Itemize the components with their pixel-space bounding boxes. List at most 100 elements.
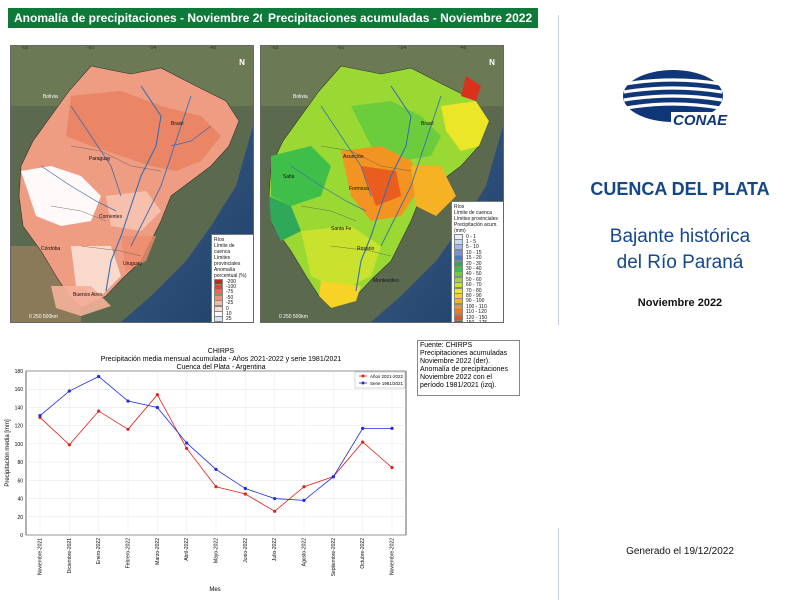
legend-item-label: 80 - 90 — [466, 293, 482, 299]
x-tick-label: Mayo-2022 — [214, 538, 220, 563]
legend-item-label: -25 — [226, 300, 234, 307]
data-point — [67, 443, 71, 447]
x-tick-label: Noviembre-2021 — [38, 538, 44, 575]
y-tick-label: 120 — [15, 424, 24, 430]
city-label: Brasil — [171, 121, 184, 127]
chart-subtitle-2: Cuenca del Plata - Argentina — [176, 364, 265, 371]
lon-tick: -60 — [87, 45, 95, 51]
scale-bar-label: 0 250 500km — [29, 314, 58, 320]
report-date: Noviembre 2022 — [637, 297, 723, 309]
legend-scale-title: Precipitación acum. (mm) — [454, 222, 498, 234]
divider-bottom — [558, 528, 559, 600]
city-label: Bolivia — [43, 94, 58, 100]
legend-item-label: 90 - 100 — [466, 298, 485, 305]
legend-item: 25 — [214, 316, 252, 323]
data-point — [185, 446, 189, 451]
data-point — [331, 475, 335, 479]
y-tick-label: 100 — [15, 442, 24, 448]
chart-legend: Años 2021-2022 Serie 1981/2021 — [354, 371, 406, 389]
legend-item-label: 20 - 30 — [466, 260, 482, 267]
data-point — [243, 486, 247, 491]
legend-item-label: 50 — [226, 322, 232, 323]
data-point — [97, 409, 101, 413]
data-point — [390, 465, 394, 470]
data-point — [126, 427, 130, 431]
source-line: Precipitaciones acumuladas Noviembre 202… — [420, 350, 508, 365]
data-point — [361, 426, 365, 430]
chart-series — [38, 374, 394, 513]
y-tick-label: 180 — [15, 369, 24, 375]
x-tick-label: Julio-2022 — [272, 538, 278, 561]
x-tick-label: Octubre-2022 — [360, 538, 366, 569]
x-tick-label: Marzo-2022 — [155, 538, 161, 565]
legend-items: -200-100-75-50-25010255075100200 — [214, 278, 252, 323]
data-point — [302, 485, 306, 489]
precipitation-line-chart: CHIRPS Precipitación media mensual acumu… — [5, 348, 407, 593]
data-point — [214, 467, 218, 471]
lon-tick: -54 — [149, 45, 157, 51]
legend-item-label: 30 - 40 — [466, 266, 482, 273]
subtitle-line-1: Bajante histórica — [609, 226, 751, 247]
legend-item-label: 15 - 20 — [466, 255, 482, 262]
y-tick-label: 20 — [17, 515, 23, 521]
data-point — [67, 389, 71, 393]
north-arrow-left: N — [239, 58, 245, 67]
legend-item-label: 110 - 120 — [466, 309, 487, 316]
legend-marker — [361, 381, 365, 385]
lon-tick: -68 — [271, 45, 279, 51]
lon-tick: -54 — [399, 45, 407, 51]
y-axis-label: Precipitación media [mm] — [5, 419, 11, 487]
source-heading: Fuente: CHIRPS — [420, 342, 473, 349]
y-tick-label: 60 — [17, 478, 23, 484]
legend-line: Límites provinciales — [214, 255, 241, 267]
city-label: Montevideo — [373, 278, 399, 284]
scale-bar-label: 0 250 500km — [279, 314, 308, 320]
city-label: Salta — [283, 174, 295, 180]
legend-swatch — [454, 319, 463, 322]
source-line: Anomalía de precipitaciones Noviembre 20… — [420, 366, 508, 389]
divider-top — [558, 15, 559, 325]
legend-item-label: 25 — [226, 316, 232, 323]
anomaly-map: N -68 -60 -54 -48 Bolivia Brasil Paragua… — [10, 45, 254, 323]
data-point — [273, 496, 277, 501]
north-arrow-right: N — [489, 58, 495, 67]
x-tick-label: Septiembre-2022 — [331, 538, 337, 577]
legend-item-label: 1 - 5 — [466, 239, 477, 246]
legend-item-label: -200 — [226, 278, 237, 285]
conae-logo-icon — [623, 70, 723, 122]
anomaly-map-legend: Ríos Límite de cuenca Límites provincial… — [211, 234, 253, 323]
city-label: Paraguay — [89, 156, 111, 162]
legend-item-label: -100 — [226, 284, 237, 291]
y-tick-label: 80 — [17, 460, 23, 466]
subtitle-line-2: del Río Paraná — [616, 252, 744, 273]
legend-line: Límites provinciales — [454, 216, 498, 222]
legend-item-label: 50 - 60 — [466, 276, 482, 283]
legend-item-label: 100 - 110 — [466, 303, 487, 310]
x-tick-label: Junio-2022 — [243, 538, 249, 563]
lon-tick: -48 — [209, 45, 217, 51]
data-point — [38, 414, 42, 418]
x-tick-label: Abril-2022 — [184, 538, 190, 561]
x-axis: Noviembre-2021 Diciembre-2021 Enero-2022 Fe… — [38, 538, 396, 577]
anomaly-map-title: Anomalía de precipitaciones - Noviembre … — [8, 8, 286, 28]
chart-title: CHIRPS — [208, 348, 235, 355]
data-point — [302, 498, 306, 502]
anomaly-map-graphic — [11, 46, 253, 322]
data-point — [185, 441, 189, 445]
x-tick-label: Febrero-2022 — [126, 538, 132, 569]
city-label: Uruguay — [123, 261, 142, 267]
legend-title: Ríos — [454, 204, 465, 210]
city-label: Corrientes — [99, 214, 123, 220]
legend-item-label: -75 — [226, 289, 234, 296]
legend-item-label: 0 — [226, 305, 229, 312]
lon-tick: -48 — [459, 45, 467, 51]
x-axis-label: Mes — [209, 587, 220, 593]
y-tick-label: 0 — [20, 533, 23, 539]
conae-logo: CONAE — [623, 66, 730, 134]
legend-item-label: 120 - 150 — [466, 314, 488, 321]
legend-line: Límite de cuenca — [214, 243, 235, 255]
data-point — [361, 440, 365, 444]
legend-item-label: 40 - 50 — [466, 271, 482, 278]
lon-tick: -60 — [337, 45, 345, 51]
